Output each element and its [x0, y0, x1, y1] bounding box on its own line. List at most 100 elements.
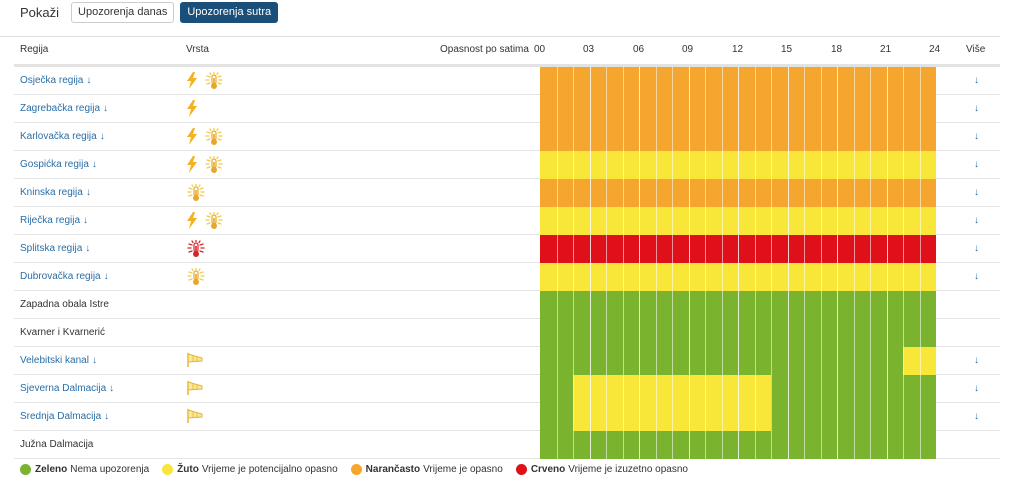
expand-more-icon[interactable]: ↓: [974, 383, 979, 394]
hour-gridline: [721, 291, 723, 319]
hour-gridline: [738, 403, 739, 431]
table-row: Kninska regija ↓ ↓: [14, 179, 1000, 207]
wind-flag-icon: [186, 352, 204, 373]
hour-gridline: [787, 151, 789, 179]
legend-item-green: Zeleno Nema upozorenja: [20, 464, 149, 475]
hour-gridline: [919, 403, 921, 431]
hour-gridline: [919, 347, 921, 375]
hour-gridline: [655, 319, 657, 347]
region-name[interactable]: Osječka regija ↓: [20, 75, 91, 86]
hour-gridline: [754, 67, 756, 95]
hour-gridline: [655, 347, 657, 375]
expand-more-icon[interactable]: ↓: [974, 243, 979, 254]
hour-gridline: [589, 347, 591, 375]
hour-gridline: [622, 431, 624, 459]
hour-gridline: [721, 207, 723, 235]
hour-gridline: [639, 67, 640, 95]
expand-more-icon[interactable]: ↓: [974, 103, 979, 114]
region-name[interactable]: Splitska regija ↓: [20, 243, 90, 254]
hour-gridline: [705, 319, 706, 347]
hour-gridline: [622, 95, 624, 123]
hour-gridline: [903, 403, 904, 431]
hour-gridline: [870, 291, 871, 319]
hour-gridline: [589, 235, 591, 263]
hourly-danger-bar: [540, 207, 936, 235]
arrow-down-icon: ↓: [83, 215, 89, 226]
hour-gridline: [820, 67, 822, 95]
hour-gridline: [688, 95, 690, 123]
hour-gridline: [870, 207, 871, 235]
header-more: Više: [966, 44, 986, 55]
hourly-danger-bar: [540, 235, 936, 263]
expand-more-icon[interactable]: ↓: [974, 159, 979, 170]
lightning-icon: [186, 72, 198, 95]
hour-gridline: [771, 67, 772, 95]
hour-gridline: [754, 375, 756, 403]
hour-gridline: [853, 403, 855, 431]
hour-gridline: [556, 375, 558, 403]
hourly-danger-bar: [540, 347, 936, 375]
hour-gridline: [820, 403, 822, 431]
hour-gridline: [837, 123, 838, 151]
hour-gridline: [556, 431, 558, 459]
hour-gridline: [903, 123, 904, 151]
thermometer-icon: [204, 127, 224, 151]
legend-item-red: Crveno Vrijeme je izuzetno opasno: [515, 464, 688, 475]
warning-type-icons: [186, 127, 224, 151]
hour-gridline: [886, 95, 888, 123]
expand-more-icon[interactable]: ↓: [974, 131, 979, 142]
legend-title: Crveno: [530, 464, 566, 475]
expand-more-icon[interactable]: ↓: [974, 215, 979, 226]
hour-gridline: [705, 95, 706, 123]
hour-gridline: [787, 235, 789, 263]
hour-gridline: [804, 123, 805, 151]
hour-gridline: [589, 263, 591, 291]
hour-gridline: [556, 263, 558, 291]
region-name: Kvarner i Kvarnerić: [20, 327, 105, 338]
tab-warnings-tomorrow[interactable]: Upozorenja sutra: [180, 1, 279, 23]
tab-warnings-today[interactable]: Upozorenja danas: [71, 1, 175, 23]
expand-more-icon[interactable]: ↓: [974, 355, 979, 366]
hour-gridline: [738, 291, 739, 319]
hour-gridline: [853, 319, 855, 347]
expand-more-icon[interactable]: ↓: [974, 411, 979, 422]
region-name[interactable]: Dubrovačka regija ↓: [20, 271, 109, 282]
hour-tick: 09: [682, 44, 694, 55]
region-name[interactable]: Srednja Dalmacija ↓: [20, 411, 109, 422]
hour-gridline: [622, 291, 624, 319]
region-name[interactable]: Gospićka regija ↓: [20, 159, 97, 170]
hour-gridline: [886, 347, 888, 375]
hour-gridline: [837, 207, 838, 235]
hour-gridline: [721, 263, 723, 291]
expand-more-icon[interactable]: ↓: [974, 75, 979, 86]
region-name[interactable]: Riječka regija ↓: [20, 215, 88, 226]
hourly-danger-bar: [540, 151, 936, 179]
arrow-down-icon: ↓: [99, 131, 105, 142]
hour-gridline: [919, 235, 921, 263]
hour-gridline: [771, 375, 772, 403]
hour-gridline: [738, 263, 739, 291]
arrow-down-icon: ↓: [85, 243, 91, 254]
expand-more-icon[interactable]: ↓: [974, 187, 979, 198]
table-row: Zapadna obala Istre: [14, 291, 1000, 319]
hour-gridline: [705, 123, 706, 151]
table-row: Karlovačka regija ↓ ↓: [14, 123, 1000, 151]
region-name[interactable]: Zagrebačka regija ↓: [20, 103, 108, 114]
hour-gridline: [804, 431, 805, 459]
hour-gridline: [606, 95, 607, 123]
expand-more-icon[interactable]: ↓: [974, 271, 979, 282]
hour-gridline: [919, 95, 921, 123]
region-label: Osječka regija: [20, 75, 84, 86]
hour-gridline: [705, 403, 706, 431]
region-name[interactable]: Karlovačka regija ↓: [20, 131, 105, 142]
hour-gridline: [754, 431, 756, 459]
hour-gridline: [639, 291, 640, 319]
hour-tick: 03: [583, 44, 595, 55]
hourly-danger-bar: [540, 403, 936, 431]
region-name[interactable]: Kninska regija ↓: [20, 187, 91, 198]
region-name[interactable]: Velebitski kanal ↓: [20, 355, 97, 366]
thermometer-red-icon: [186, 239, 206, 263]
hour-gridline: [837, 291, 838, 319]
region-name[interactable]: Sjeverna Dalmacija ↓: [20, 383, 114, 394]
hour-gridline: [672, 67, 673, 95]
